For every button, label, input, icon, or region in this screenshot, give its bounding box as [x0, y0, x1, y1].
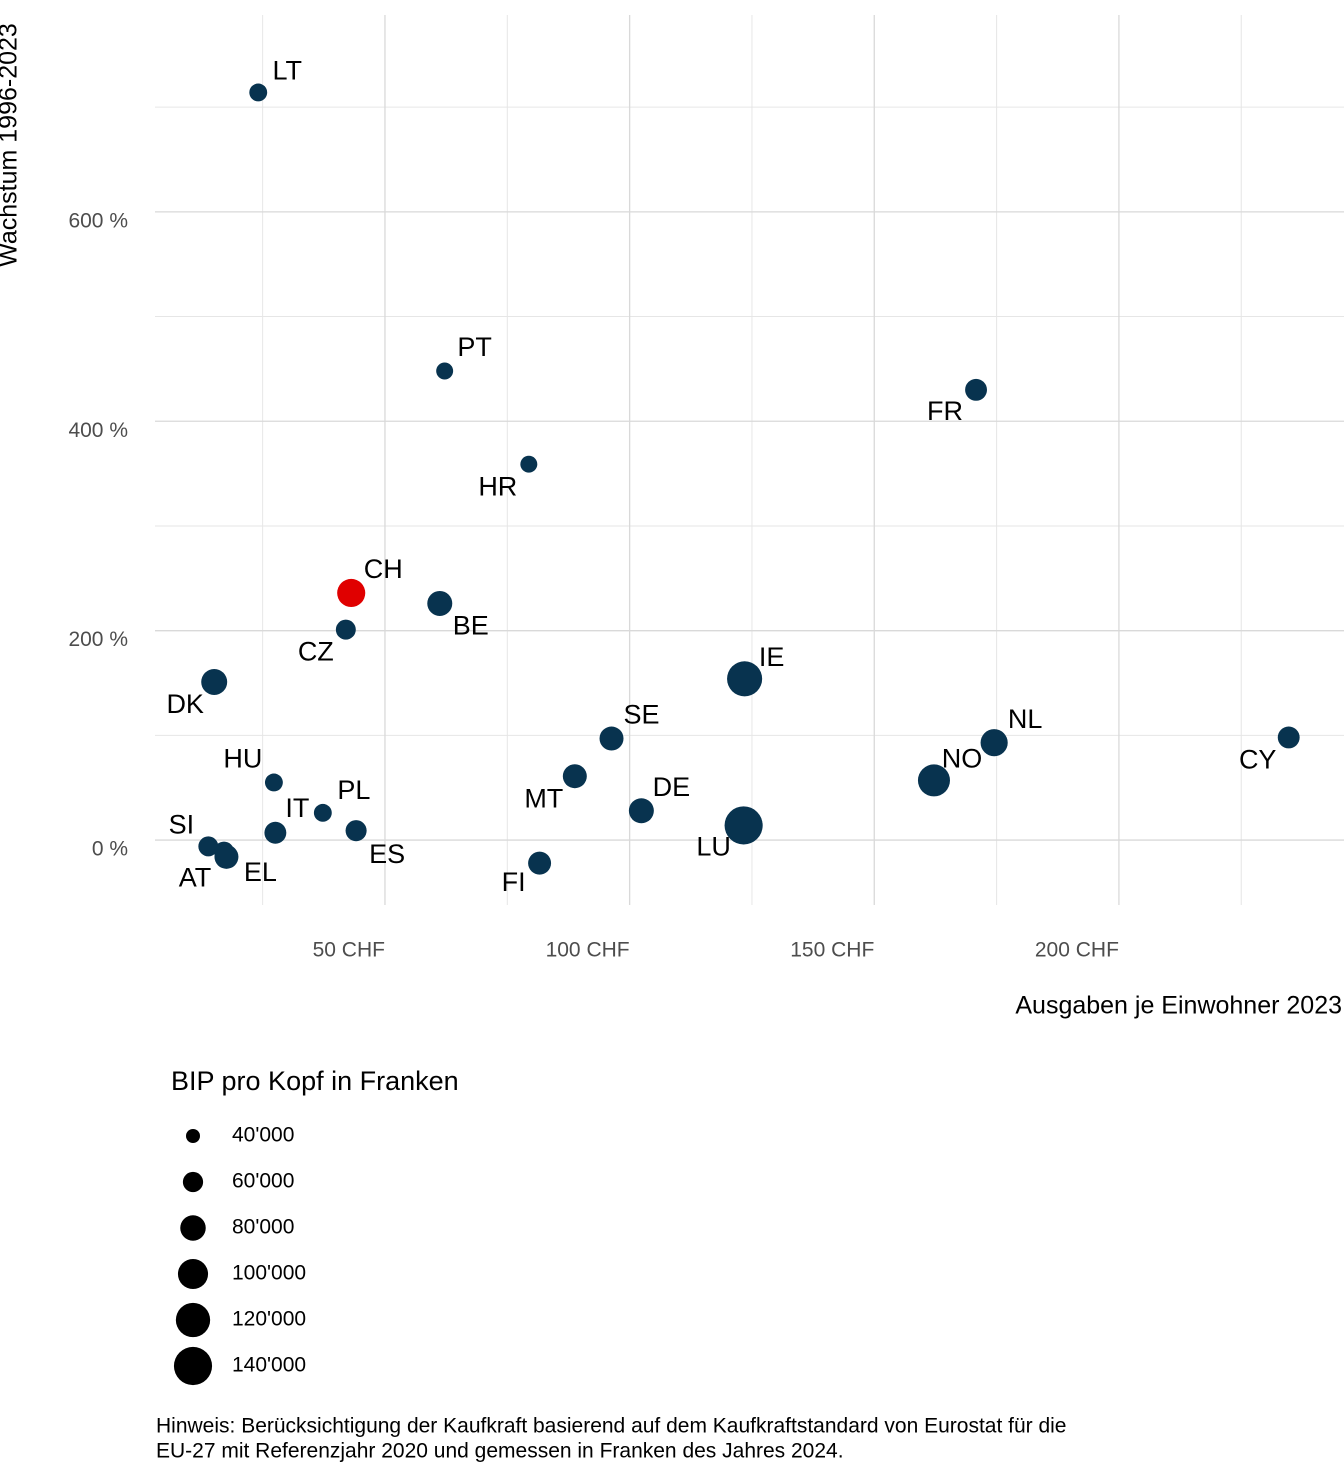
- point: [724, 806, 763, 845]
- point: [214, 844, 239, 869]
- legend-key: [175, 1302, 211, 1338]
- point: [980, 729, 1008, 757]
- point: [727, 661, 763, 697]
- point-label: HU: [223, 744, 262, 774]
- point: [337, 578, 366, 608]
- x-tick-label: 100 CHF: [546, 939, 630, 962]
- x-tick-label: 50 CHF: [313, 939, 385, 962]
- point-label: HR: [478, 471, 517, 501]
- point: [335, 619, 356, 640]
- point-label: CH: [364, 554, 403, 584]
- point: [562, 764, 587, 789]
- point: [436, 362, 454, 380]
- point-label: NO: [942, 744, 983, 774]
- x-tick-label: 200 CHF: [1035, 939, 1119, 962]
- point-label: FR: [927, 396, 963, 426]
- point-label: IE: [759, 642, 785, 672]
- point: [1277, 726, 1300, 749]
- point: [198, 836, 219, 857]
- point: [628, 798, 654, 824]
- point: [264, 773, 283, 792]
- point-label: LU: [696, 832, 731, 862]
- point-label: DK: [166, 689, 204, 719]
- legend-key: [173, 1346, 213, 1386]
- y-tick-label: 600 %: [68, 209, 128, 232]
- point-label: LT: [272, 56, 302, 86]
- point-label: EL: [244, 857, 277, 887]
- legend-label: 60'000: [232, 1170, 294, 1193]
- point: [427, 590, 453, 616]
- point-label: AT: [179, 863, 212, 893]
- point: [520, 455, 538, 473]
- legend-label: 120'000: [232, 1308, 306, 1331]
- point: [345, 820, 367, 842]
- point: [528, 851, 552, 875]
- y-axis-title: Wachstum 1996-2023: [0, 23, 23, 267]
- point-label: SE: [624, 700, 660, 730]
- point-label: CZ: [298, 637, 334, 667]
- legend-label: 40'000: [232, 1124, 294, 1147]
- point-label: BE: [453, 611, 489, 641]
- x-tick-label: 150 CHF: [790, 939, 874, 962]
- point-label: IT: [285, 793, 309, 823]
- y-tick-label: 400 %: [68, 419, 128, 442]
- legend-label: 140'000: [232, 1354, 306, 1377]
- point-label: MT: [524, 783, 563, 813]
- point-label: CY: [1239, 745, 1277, 775]
- point-label: PT: [457, 332, 492, 362]
- legend-key: [177, 1258, 209, 1290]
- point: [917, 764, 950, 797]
- legend-title: BIP pro Kopf in Franken: [171, 1066, 459, 1096]
- note: EU-27 mit Referenzjahr 2020 und gemessen…: [156, 1440, 844, 1463]
- point-label: DE: [653, 772, 691, 802]
- point-label: NL: [1008, 704, 1043, 734]
- point: [249, 83, 268, 102]
- legend-label: 80'000: [232, 1216, 294, 1239]
- x-axis-title: Ausgaben je Einwohner 2023: [1015, 992, 1342, 1020]
- point-label: SI: [169, 809, 195, 839]
- point-label: ES: [369, 839, 405, 869]
- point: [599, 726, 624, 751]
- y-tick-label: 0 %: [92, 838, 128, 861]
- legend-key: [186, 1129, 200, 1143]
- point-label: PL: [337, 775, 370, 805]
- point: [201, 668, 228, 695]
- point-label: FI: [502, 867, 526, 897]
- legend-label: 100'000: [232, 1262, 306, 1285]
- y-tick-label: 200 %: [68, 628, 128, 651]
- note: Hinweis: Berücksichtigung der Kaufkraft …: [156, 1415, 1067, 1438]
- point: [965, 378, 987, 401]
- legend-key: [182, 1171, 204, 1193]
- point: [313, 803, 332, 822]
- legend-key: [180, 1215, 206, 1241]
- point: [264, 821, 287, 844]
